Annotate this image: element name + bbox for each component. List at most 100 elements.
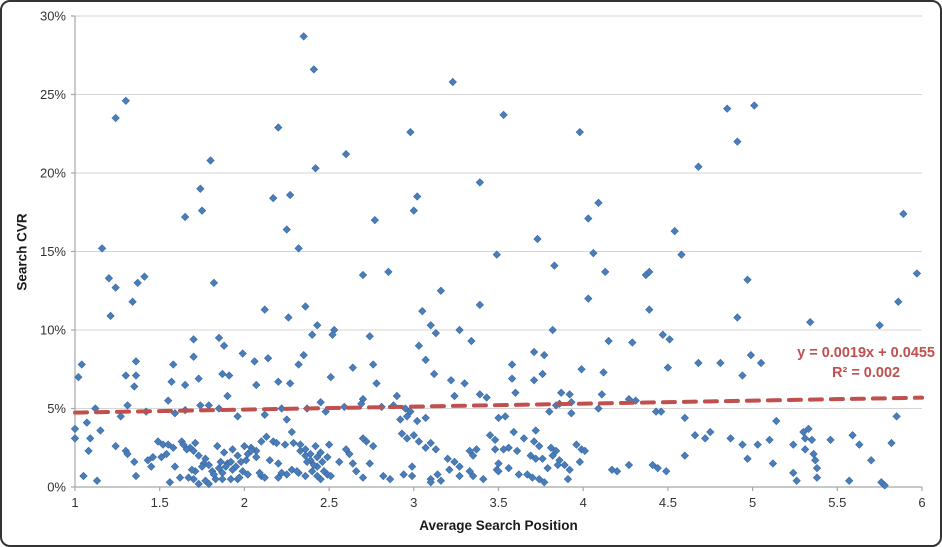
data-point [164, 396, 173, 405]
data-point [133, 278, 142, 288]
x-axis-title: Average Search Position [419, 518, 578, 533]
data-point [324, 440, 334, 449]
data-point [162, 449, 171, 459]
data-point [540, 478, 549, 487]
data-point [628, 338, 637, 347]
data-point [750, 101, 759, 110]
data-point [430, 369, 439, 379]
data-point [450, 457, 459, 467]
data-point [492, 250, 501, 259]
x-tick-label: 4.5 [659, 495, 677, 510]
data-point [262, 432, 271, 441]
data-point [263, 354, 273, 363]
data-point [184, 473, 193, 482]
data-point [274, 473, 283, 482]
data-point [799, 427, 808, 437]
data-point [765, 435, 774, 445]
data-point [79, 471, 88, 481]
x-tick-label: 3 [410, 495, 417, 510]
data-point [809, 449, 818, 459]
x-tick-label: 1.5 [151, 495, 169, 510]
data-point [800, 445, 810, 454]
x-tick-label: 5 [749, 495, 756, 510]
data-point [274, 377, 283, 386]
data-point [218, 369, 227, 379]
trendline [73, 395, 924, 415]
data-point [169, 360, 178, 369]
data-point [341, 150, 351, 159]
data-point [601, 267, 610, 277]
data-point [179, 440, 188, 449]
data-point [407, 471, 417, 481]
data-point [546, 443, 556, 452]
data-point [309, 460, 318, 470]
data-point [194, 451, 203, 460]
data-point [526, 451, 535, 460]
data-point [196, 184, 205, 193]
data-point [74, 372, 83, 382]
data-point [533, 234, 542, 244]
data-point [316, 398, 325, 407]
data-point [455, 471, 464, 481]
data-point [123, 401, 132, 410]
data-point [446, 376, 456, 385]
data-point [768, 459, 778, 468]
data-point [299, 32, 308, 41]
data-point [274, 123, 283, 132]
data-point [738, 440, 747, 449]
data-point [201, 454, 210, 463]
data-point [538, 454, 547, 463]
data-point [130, 457, 139, 467]
data-point [743, 454, 752, 463]
data-point [455, 462, 464, 471]
data-point [892, 412, 901, 421]
x-tick-label: 2 [241, 495, 248, 510]
data-point [86, 434, 95, 443]
data-point [504, 464, 513, 473]
data-point [243, 470, 252, 479]
data-point [490, 445, 500, 454]
data-point [225, 371, 234, 380]
data-point [565, 465, 574, 474]
data-point [648, 460, 657, 470]
data-point [789, 440, 798, 449]
data-point [468, 471, 478, 481]
data-point [402, 434, 412, 443]
y-tick-label: 5% [47, 401, 66, 416]
data-point [653, 464, 662, 473]
data-point [490, 435, 500, 445]
data-point [706, 427, 715, 437]
data-point [604, 336, 613, 346]
data-point [880, 481, 889, 490]
data-point [282, 470, 291, 479]
data-point [313, 321, 322, 330]
data-point [189, 446, 198, 456]
y-tick-label: 20% [40, 166, 66, 181]
data-point [252, 453, 261, 462]
data-point [535, 442, 544, 451]
data-point [286, 190, 295, 200]
data-point [565, 390, 574, 399]
data-point [257, 437, 266, 446]
data-point [523, 470, 532, 479]
data-point [560, 460, 569, 470]
data-point [445, 465, 454, 474]
data-point [789, 468, 798, 477]
data-point [233, 451, 242, 460]
data-point [402, 412, 412, 421]
data-point [409, 206, 418, 215]
data-point [385, 475, 395, 484]
data-point [260, 473, 269, 482]
data-point [348, 363, 357, 372]
data-point [318, 457, 327, 467]
data-point [131, 471, 141, 481]
data-point [301, 471, 310, 481]
data-point [197, 206, 207, 215]
data-point [746, 350, 756, 360]
data-point [414, 437, 424, 446]
data-point [431, 329, 440, 338]
data-point [219, 341, 229, 350]
data-point [289, 438, 298, 448]
data-point [352, 467, 361, 476]
data-point [313, 471, 322, 481]
